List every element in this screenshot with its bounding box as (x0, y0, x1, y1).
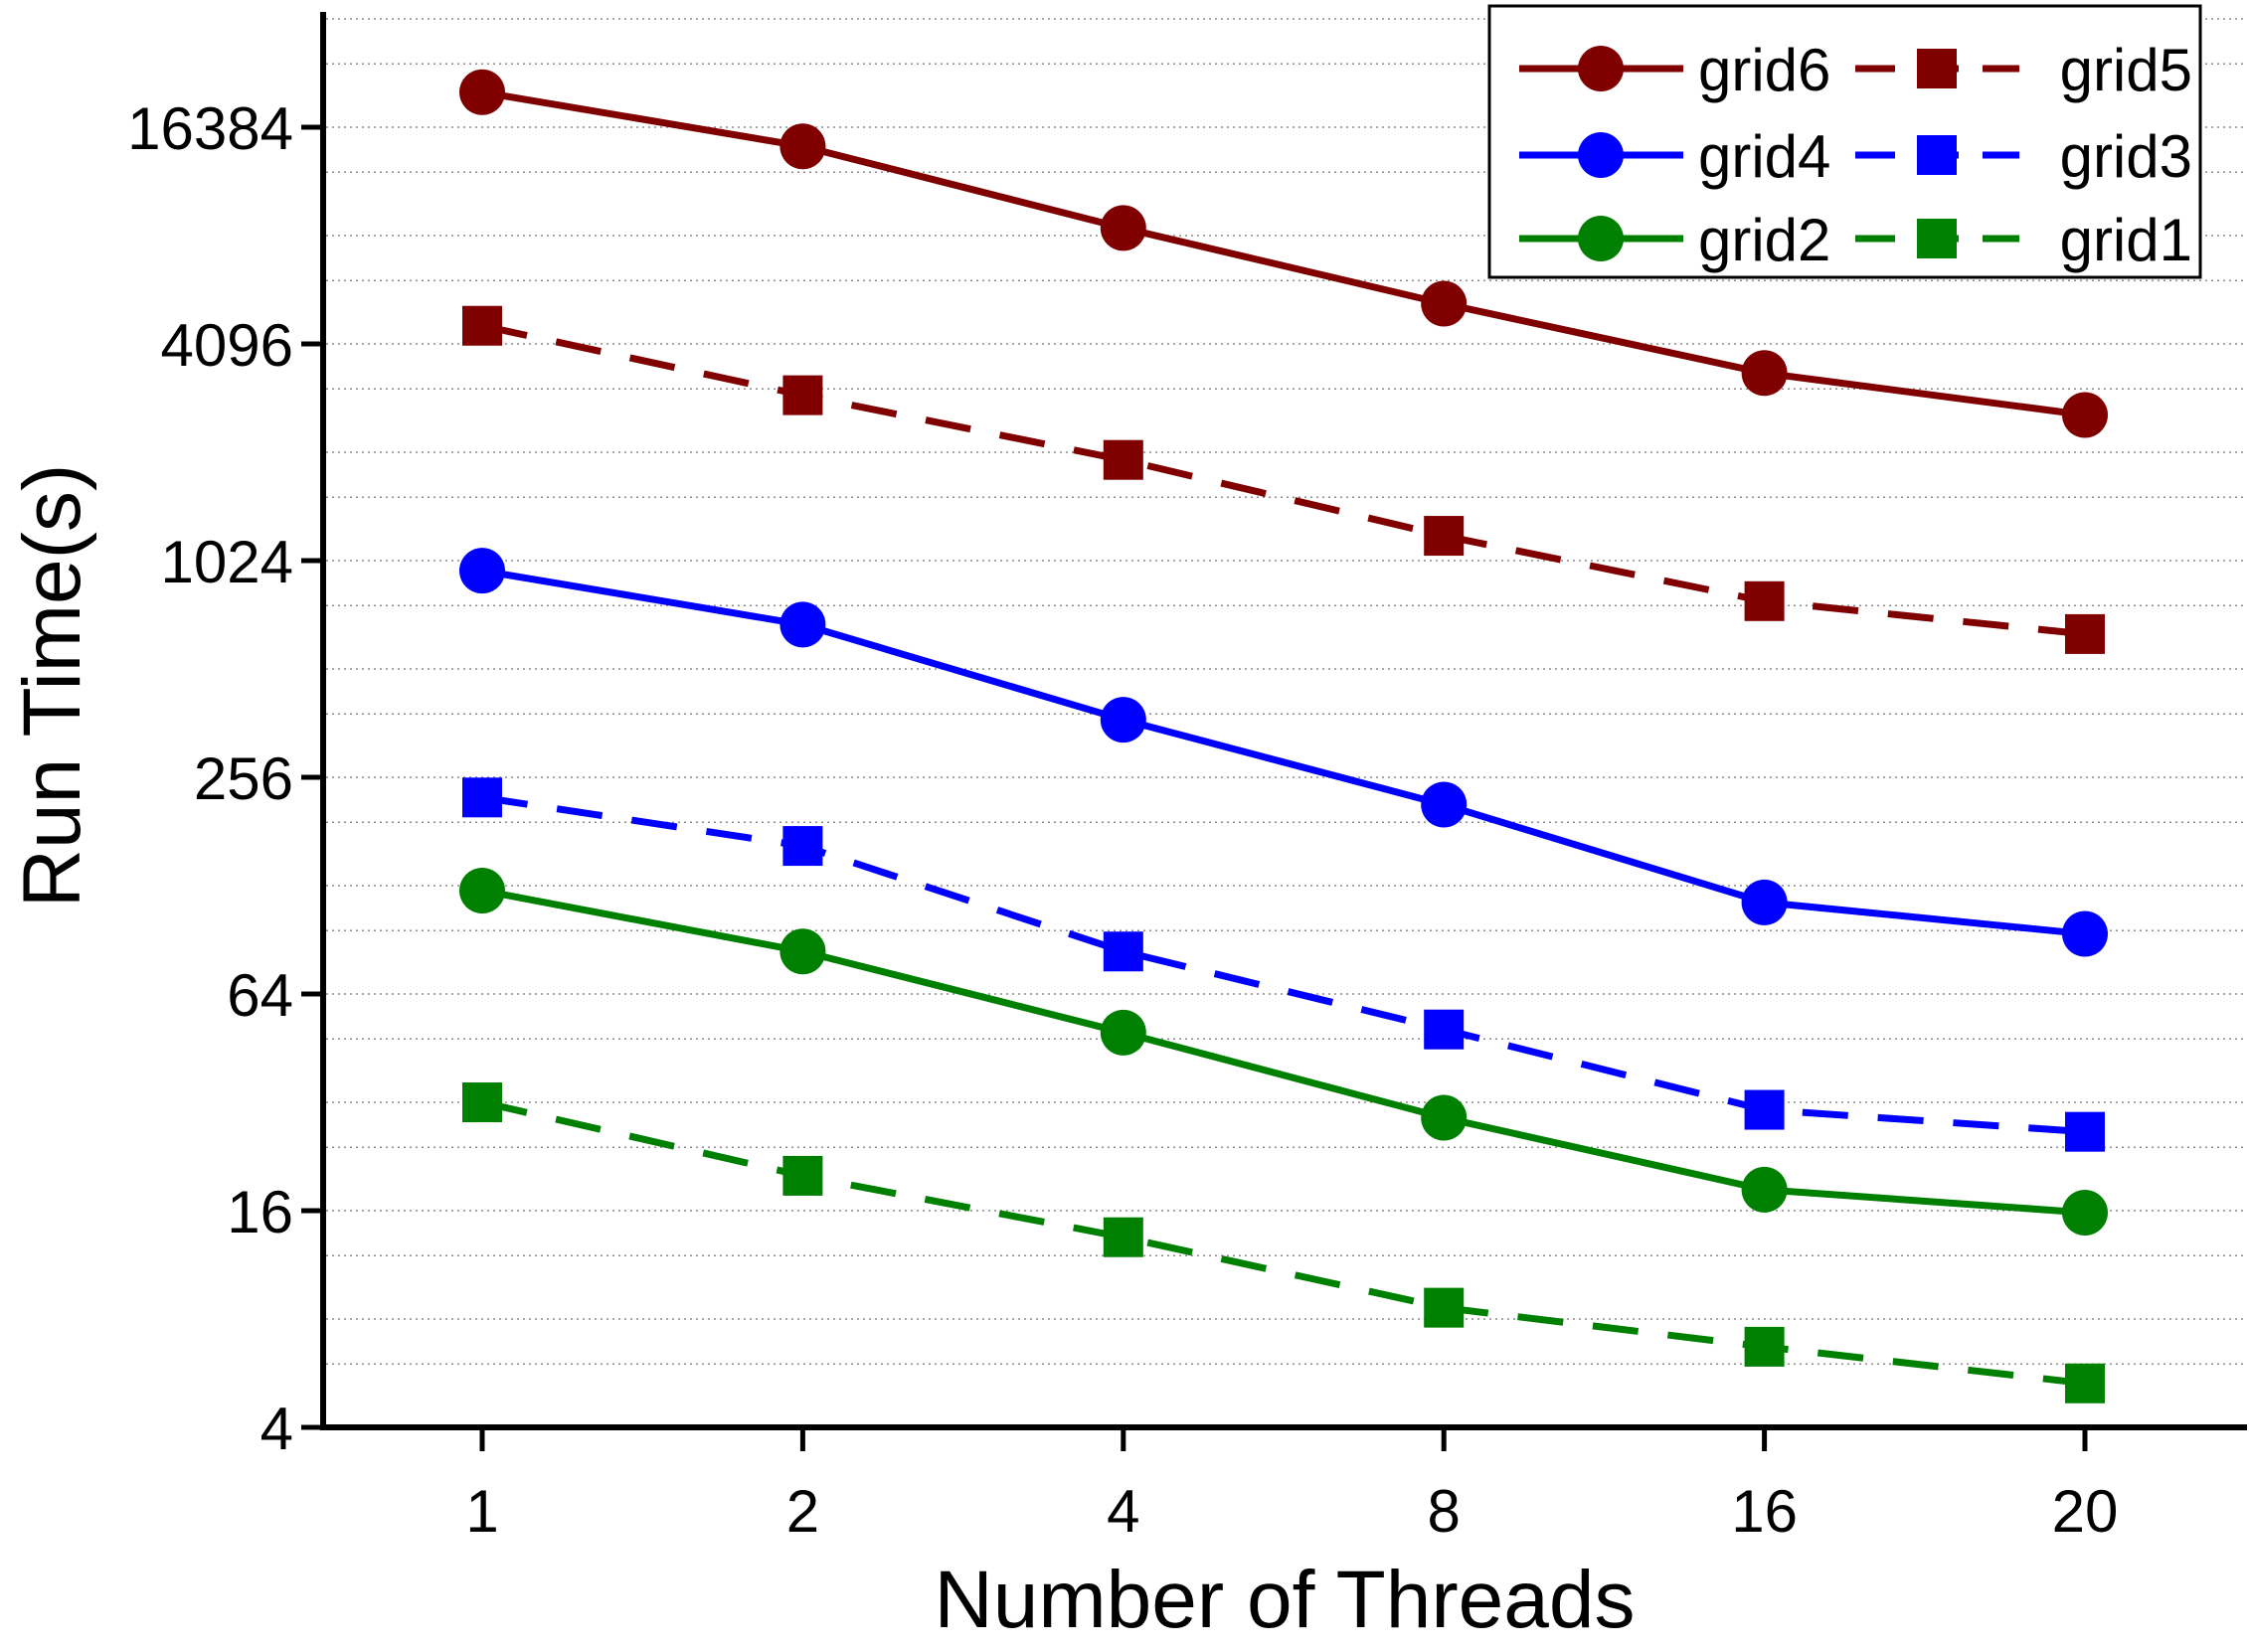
point-grid5 (2065, 613, 2105, 654)
point-grid1 (462, 1082, 502, 1122)
y-tick-label: 16384 (127, 95, 293, 162)
point-grid4 (1100, 697, 1146, 743)
point-grid5 (462, 305, 502, 346)
y-tick-label: 16 (227, 1179, 293, 1245)
legend-marker-grid3 (1917, 135, 1957, 175)
series-line-grid5 (481, 322, 2086, 638)
axis-ticks: 4 16 64 256 1024 4096 16384 1 2 4 8 16 20 (127, 95, 2118, 1545)
legend-marker-grid5 (1917, 49, 1957, 88)
point-grid2 (2062, 1189, 2108, 1236)
point-grid6 (1421, 280, 1468, 327)
point-grid3 (1424, 1009, 1465, 1050)
point-grid1 (1744, 1326, 1785, 1367)
point-grid4 (1741, 879, 1788, 925)
x-tick-label: 2 (786, 1478, 819, 1545)
series-lines (459, 69, 2108, 1404)
series-line-grid1 (481, 1098, 2086, 1388)
legend-marker-grid4 (1578, 132, 1624, 178)
legend-label-grid6: grid6 (1698, 37, 1830, 103)
point-grid2 (459, 867, 505, 913)
point-grid3 (462, 777, 502, 818)
legend-label-grid5: grid5 (2060, 37, 2192, 103)
series-line-grid2 (481, 887, 2086, 1217)
point-grid2 (1100, 1009, 1146, 1056)
point-grid5 (1744, 580, 1785, 621)
legend-marker-grid1 (1917, 219, 1957, 258)
legend-label-grid2: grid2 (1698, 207, 1830, 273)
y-tick-label: 256 (194, 745, 293, 812)
y-tick-label: 64 (227, 962, 293, 1029)
series-line-grid3 (481, 793, 2086, 1136)
legend: grid6 grid5 grid4 grid3 grid2 grid1 (1487, 4, 2202, 279)
point-grid1 (1103, 1217, 1143, 1257)
y-axis-title: Run Time(s) (7, 464, 97, 909)
x-tick-label: 16 (1731, 1478, 1798, 1545)
point-grid6 (779, 123, 826, 170)
point-grid2 (779, 928, 826, 975)
point-grid3 (1103, 931, 1143, 972)
legend-label-grid3: grid3 (2060, 123, 2192, 190)
point-grid2 (1421, 1094, 1468, 1141)
legend-label-grid4: grid4 (1698, 123, 1830, 190)
point-grid5 (782, 375, 823, 415)
point-grid6 (459, 69, 505, 115)
point-grid1 (2065, 1363, 2105, 1404)
point-grid1 (782, 1155, 823, 1196)
legend-label-grid1: grid1 (2060, 207, 2192, 273)
x-tick-label: 1 (465, 1478, 498, 1545)
legend-marker-grid6 (1578, 46, 1624, 91)
x-tick-label: 4 (1107, 1478, 1139, 1545)
x-tick-label: 8 (1428, 1478, 1461, 1545)
point-grid4 (779, 601, 826, 648)
point-grid1 (1424, 1287, 1465, 1328)
series-line-grid4 (481, 567, 2086, 938)
point-grid4 (1421, 781, 1468, 828)
y-tick-label: 4 (260, 1396, 293, 1462)
series-line-grid6 (481, 88, 2086, 418)
legend-marker-grid2 (1578, 216, 1624, 261)
point-grid3 (782, 826, 823, 867)
point-grid6 (1741, 350, 1788, 397)
point-grid2 (1741, 1166, 1788, 1213)
point-grid5 (1424, 516, 1465, 557)
point-grid3 (2065, 1111, 2105, 1152)
x-tick-label: 20 (2052, 1478, 2119, 1545)
point-grid6 (1100, 205, 1146, 251)
y-tick-label: 4096 (161, 312, 293, 379)
axes (320, 12, 2247, 1430)
point-grid5 (1103, 439, 1143, 480)
point-grid4 (459, 548, 505, 594)
point-grid6 (2062, 392, 2108, 438)
x-axis-title: Number of Threads (935, 1555, 1636, 1645)
point-grid3 (1744, 1089, 1785, 1130)
point-grid4 (2062, 910, 2108, 957)
y-tick-label: 1024 (161, 529, 293, 595)
